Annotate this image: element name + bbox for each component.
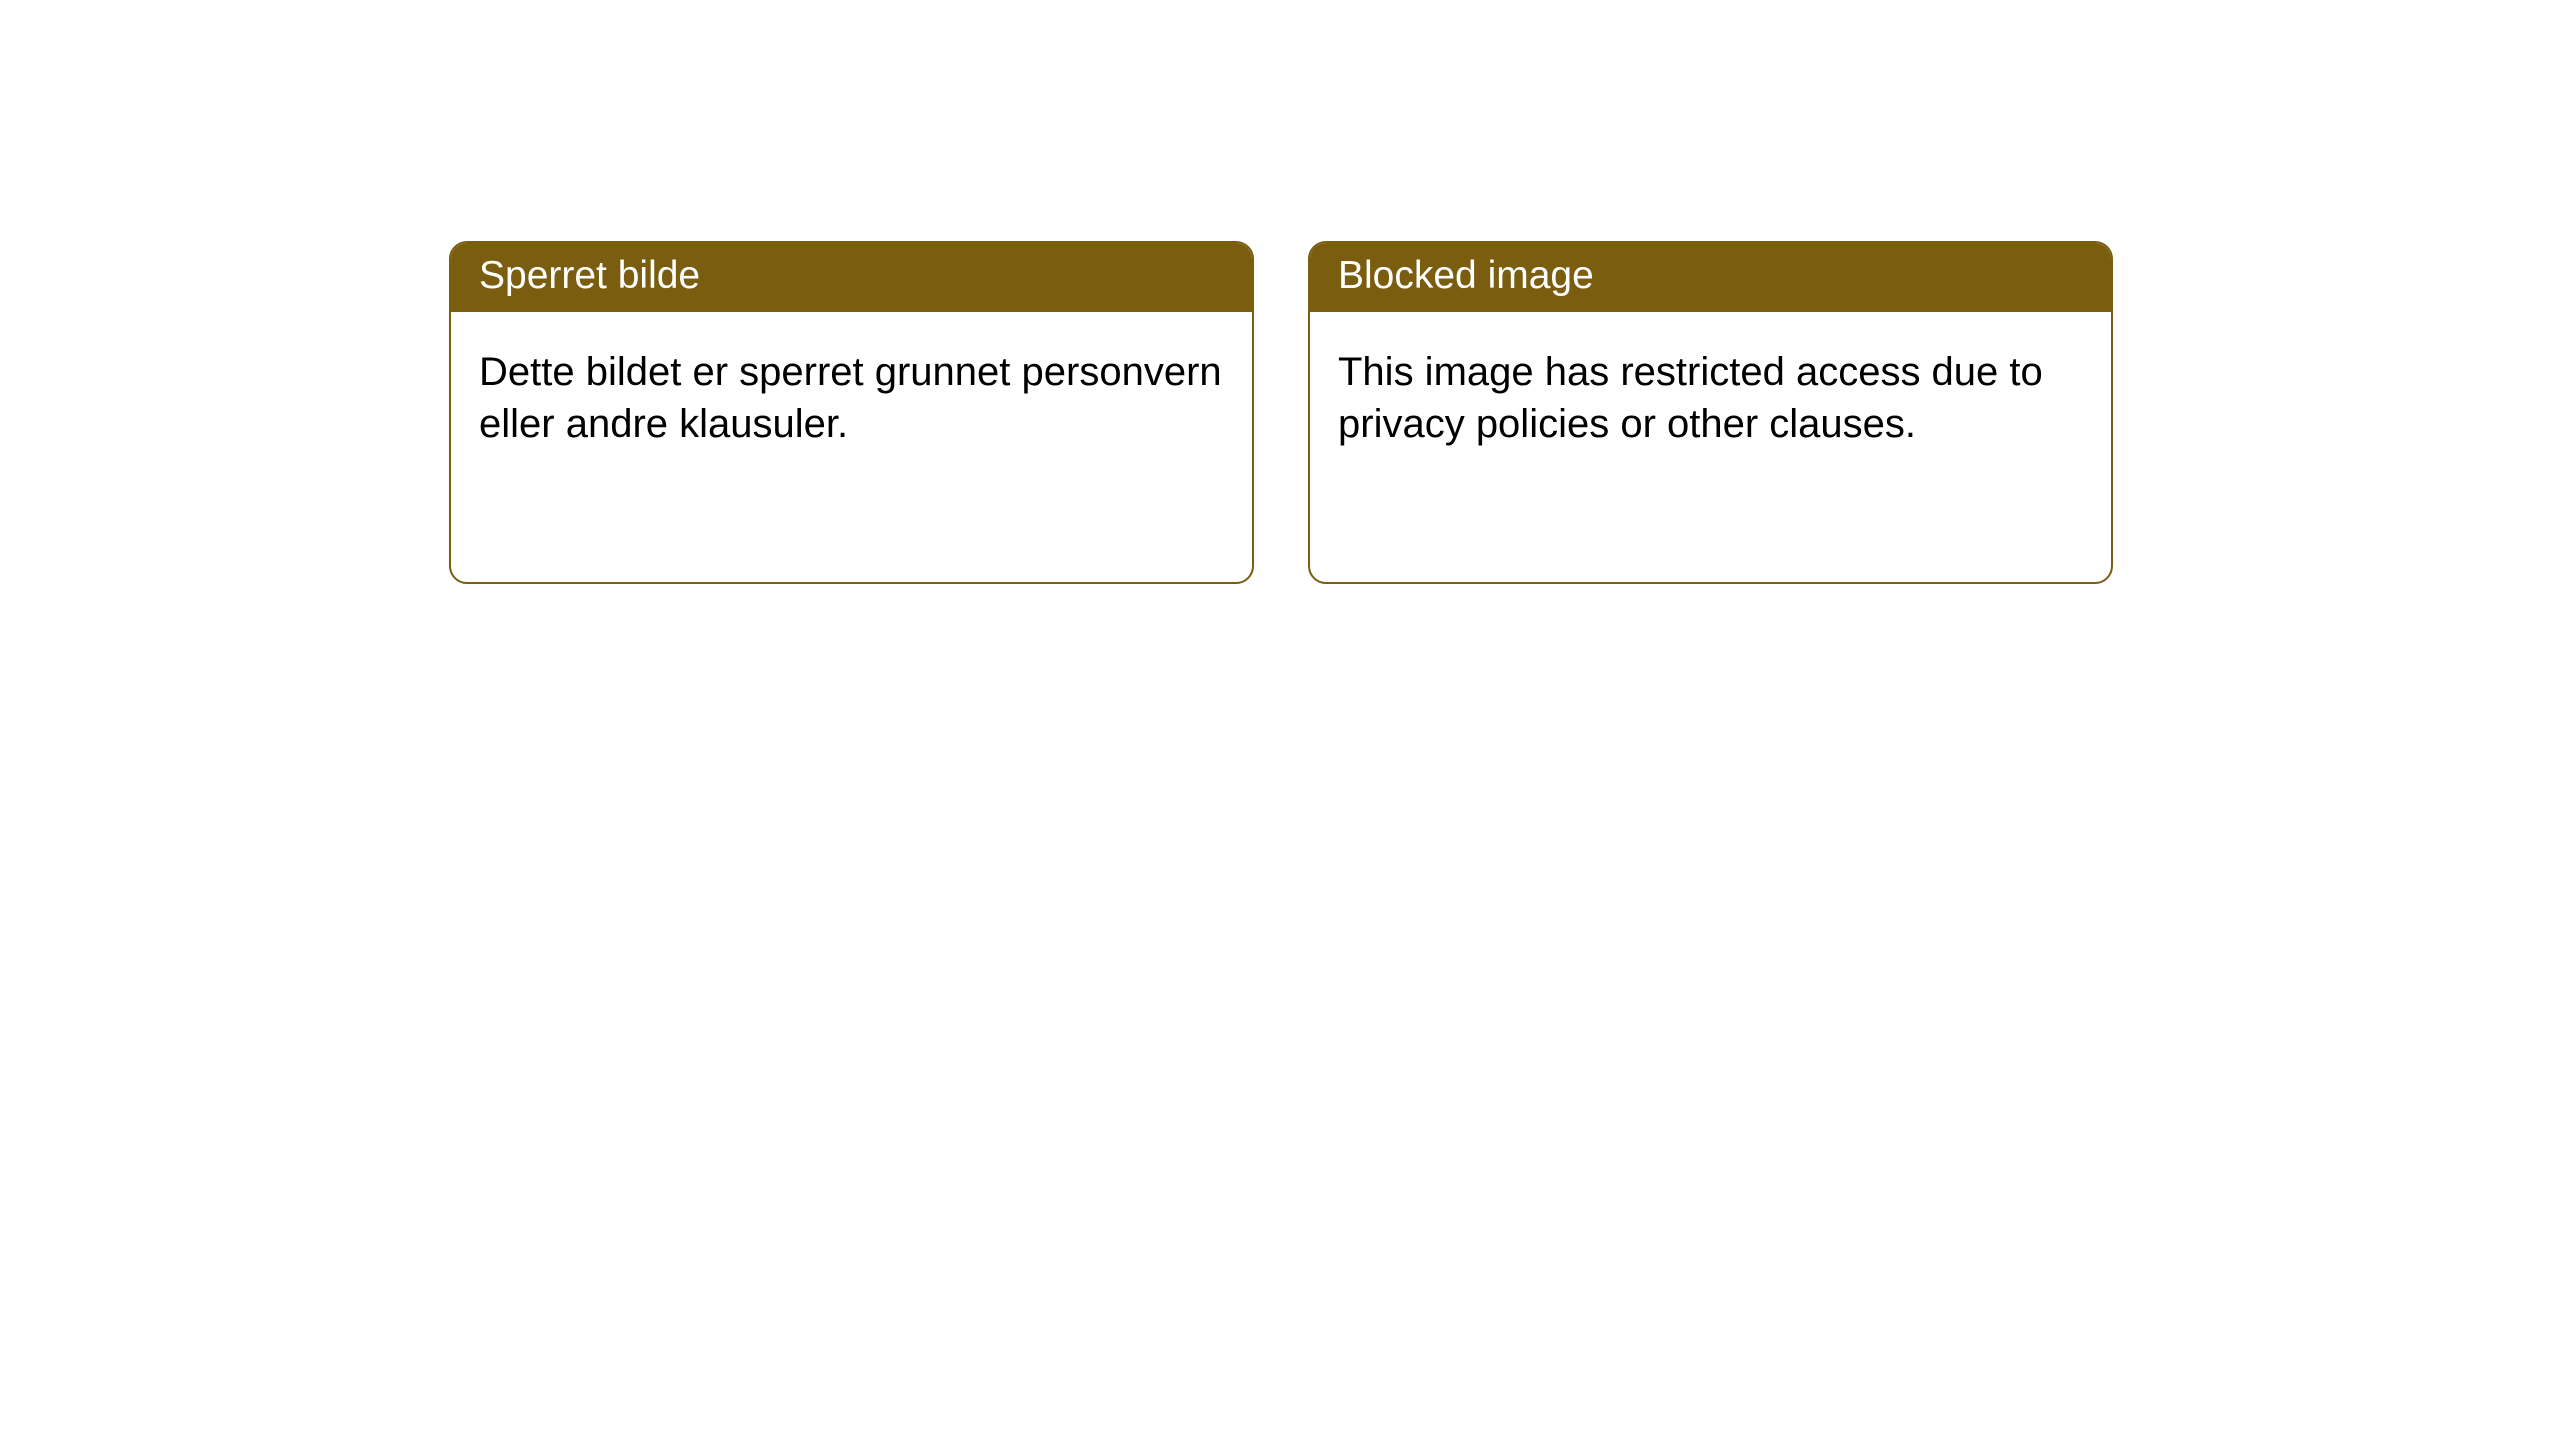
panel-body-english: This image has restricted access due to … (1310, 312, 2111, 582)
panel-body-text-english: This image has restricted access due to … (1338, 346, 2083, 450)
panel-header-english: Blocked image (1310, 243, 2111, 312)
blocked-image-panel-norwegian: Sperret bilde Dette bildet er sperret gr… (449, 241, 1254, 584)
panel-body-text-norwegian: Dette bildet er sperret grunnet personve… (479, 346, 1224, 450)
panel-body-norwegian: Dette bildet er sperret grunnet personve… (451, 312, 1252, 582)
blocked-image-panel-english: Blocked image This image has restricted … (1308, 241, 2113, 584)
panel-header-norwegian: Sperret bilde (451, 243, 1252, 312)
blocked-image-notice-container: Sperret bilde Dette bildet er sperret gr… (449, 241, 2560, 584)
